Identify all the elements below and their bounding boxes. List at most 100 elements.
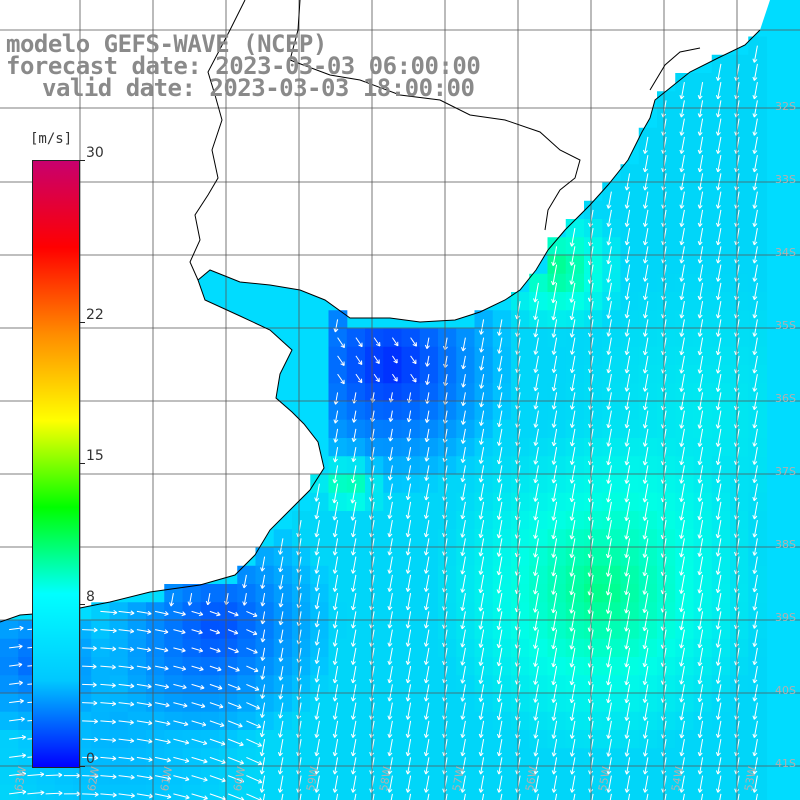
wind-arrow (191, 629, 203, 634)
wind-arrow-head (534, 387, 539, 392)
wind-arrow-head (606, 479, 609, 484)
wind-arrow (479, 629, 485, 648)
wind-arrow-head (350, 642, 354, 647)
wind-arrow-head (607, 205, 612, 209)
wind-arrow (680, 136, 685, 154)
wind-arrow-head (534, 333, 539, 338)
wind-arrow (389, 428, 393, 442)
wind-arrow-head (334, 419, 339, 424)
wind-arrow-head (551, 716, 554, 721)
wind-arrow-head (753, 461, 758, 465)
wind-arrow-head (679, 626, 682, 631)
wind-arrow-head (626, 406, 630, 411)
wind-arrow-head (644, 734, 648, 739)
wind-arrow-head (166, 778, 171, 781)
wind-arrow-head (199, 611, 204, 616)
wind-arrow-head (442, 679, 445, 684)
wind-arrow-head (480, 403, 484, 408)
speed-cell (584, 784, 603, 800)
wind-arrow-head (426, 381, 430, 386)
wind-arrow-head (661, 387, 664, 392)
wind-arrow-head (222, 759, 226, 764)
wind-arrow-head (200, 666, 204, 670)
wind-arrow-head (605, 609, 609, 614)
wind-arrow-head (553, 461, 557, 465)
wind-arrow (534, 483, 539, 502)
wind-arrow-head (149, 775, 153, 779)
wind-arrow-head (679, 369, 682, 374)
wind-arrow-head (717, 752, 721, 757)
wind-arrow-head (552, 627, 557, 632)
wind-arrow-head (461, 570, 466, 575)
wind-arrow-head (370, 734, 375, 738)
wind-arrow-head (698, 608, 703, 612)
wind-arrow-head (334, 624, 338, 629)
wind-arrow-head (534, 770, 539, 775)
wind-arrow-head (752, 496, 755, 501)
wind-arrow-head (699, 734, 703, 739)
wind-arrow (644, 720, 649, 739)
wind-arrow-head (462, 347, 466, 352)
wind-arrow-head (699, 698, 703, 703)
wind-arrow (699, 720, 704, 738)
wind-arrow (352, 647, 357, 665)
wind-arrow-head (626, 735, 630, 739)
wind-arrow-head (606, 405, 609, 410)
wind-arrow-head (569, 627, 572, 632)
wind-arrow-head (21, 718, 25, 722)
wind-arrow-head (498, 404, 503, 409)
wind-arrow-head (734, 314, 737, 319)
wind-arrow-head (479, 384, 482, 389)
border-north-2 (289, 0, 301, 61)
wind-arrow (534, 447, 539, 465)
wind-arrow-head (442, 457, 445, 462)
wind-arrow-head (351, 499, 356, 504)
wind-arrow (118, 702, 134, 705)
wind-arrow (589, 228, 594, 246)
wind-arrow-head (388, 679, 393, 684)
wind-arrow-head (734, 241, 737, 246)
wind-arrow-head (261, 695, 266, 699)
wind-arrow (9, 645, 23, 649)
wind-arrow-head (660, 608, 664, 613)
wind-arrow (516, 629, 521, 649)
wind-arrow-head (369, 497, 372, 502)
wind-arrow (480, 775, 485, 793)
wind-arrow-head (551, 645, 554, 650)
wind-arrow-head (257, 745, 262, 747)
wind-arrow-head (697, 460, 700, 465)
wind-arrow-head (261, 585, 266, 589)
wind-arrow (100, 610, 118, 614)
wind-arrow-head (533, 298, 536, 303)
wind-arrow-head (18, 662, 23, 665)
wind-arrow-head (661, 716, 664, 721)
wind-arrow (425, 629, 430, 647)
wind-arrow-head (715, 733, 719, 738)
wind-arrow-head (235, 670, 240, 672)
wind-arrow (9, 773, 26, 777)
wind-arrow-head (165, 684, 170, 688)
wind-arrow (279, 611, 284, 625)
wind-arrow-head (624, 516, 627, 521)
wind-arrow-head (460, 458, 464, 463)
wind-arrow-head (388, 570, 393, 574)
wind-arrow-head (569, 350, 573, 355)
wind-arrow-head (407, 679, 411, 684)
wind-arrow-head (261, 733, 265, 738)
wind-arrow (279, 739, 284, 756)
wind-arrow-head (112, 628, 117, 632)
wind-arrow-head (334, 479, 338, 484)
wind-arrow-head (551, 497, 554, 502)
wind-arrow-head (370, 789, 375, 793)
wind-arrow-head (734, 788, 737, 793)
wind-arrow-head (147, 613, 152, 616)
wind-arrow-head (460, 606, 463, 611)
wind-arrow-head (259, 797, 263, 800)
wind-arrow (498, 574, 503, 594)
wind-arrow-head (679, 332, 682, 337)
wind-arrow (334, 574, 339, 592)
wind-arrow-head (164, 647, 169, 651)
wind-arrow-head (315, 734, 320, 738)
wind-arrow (607, 355, 612, 373)
wind-arrow-head (407, 734, 411, 738)
